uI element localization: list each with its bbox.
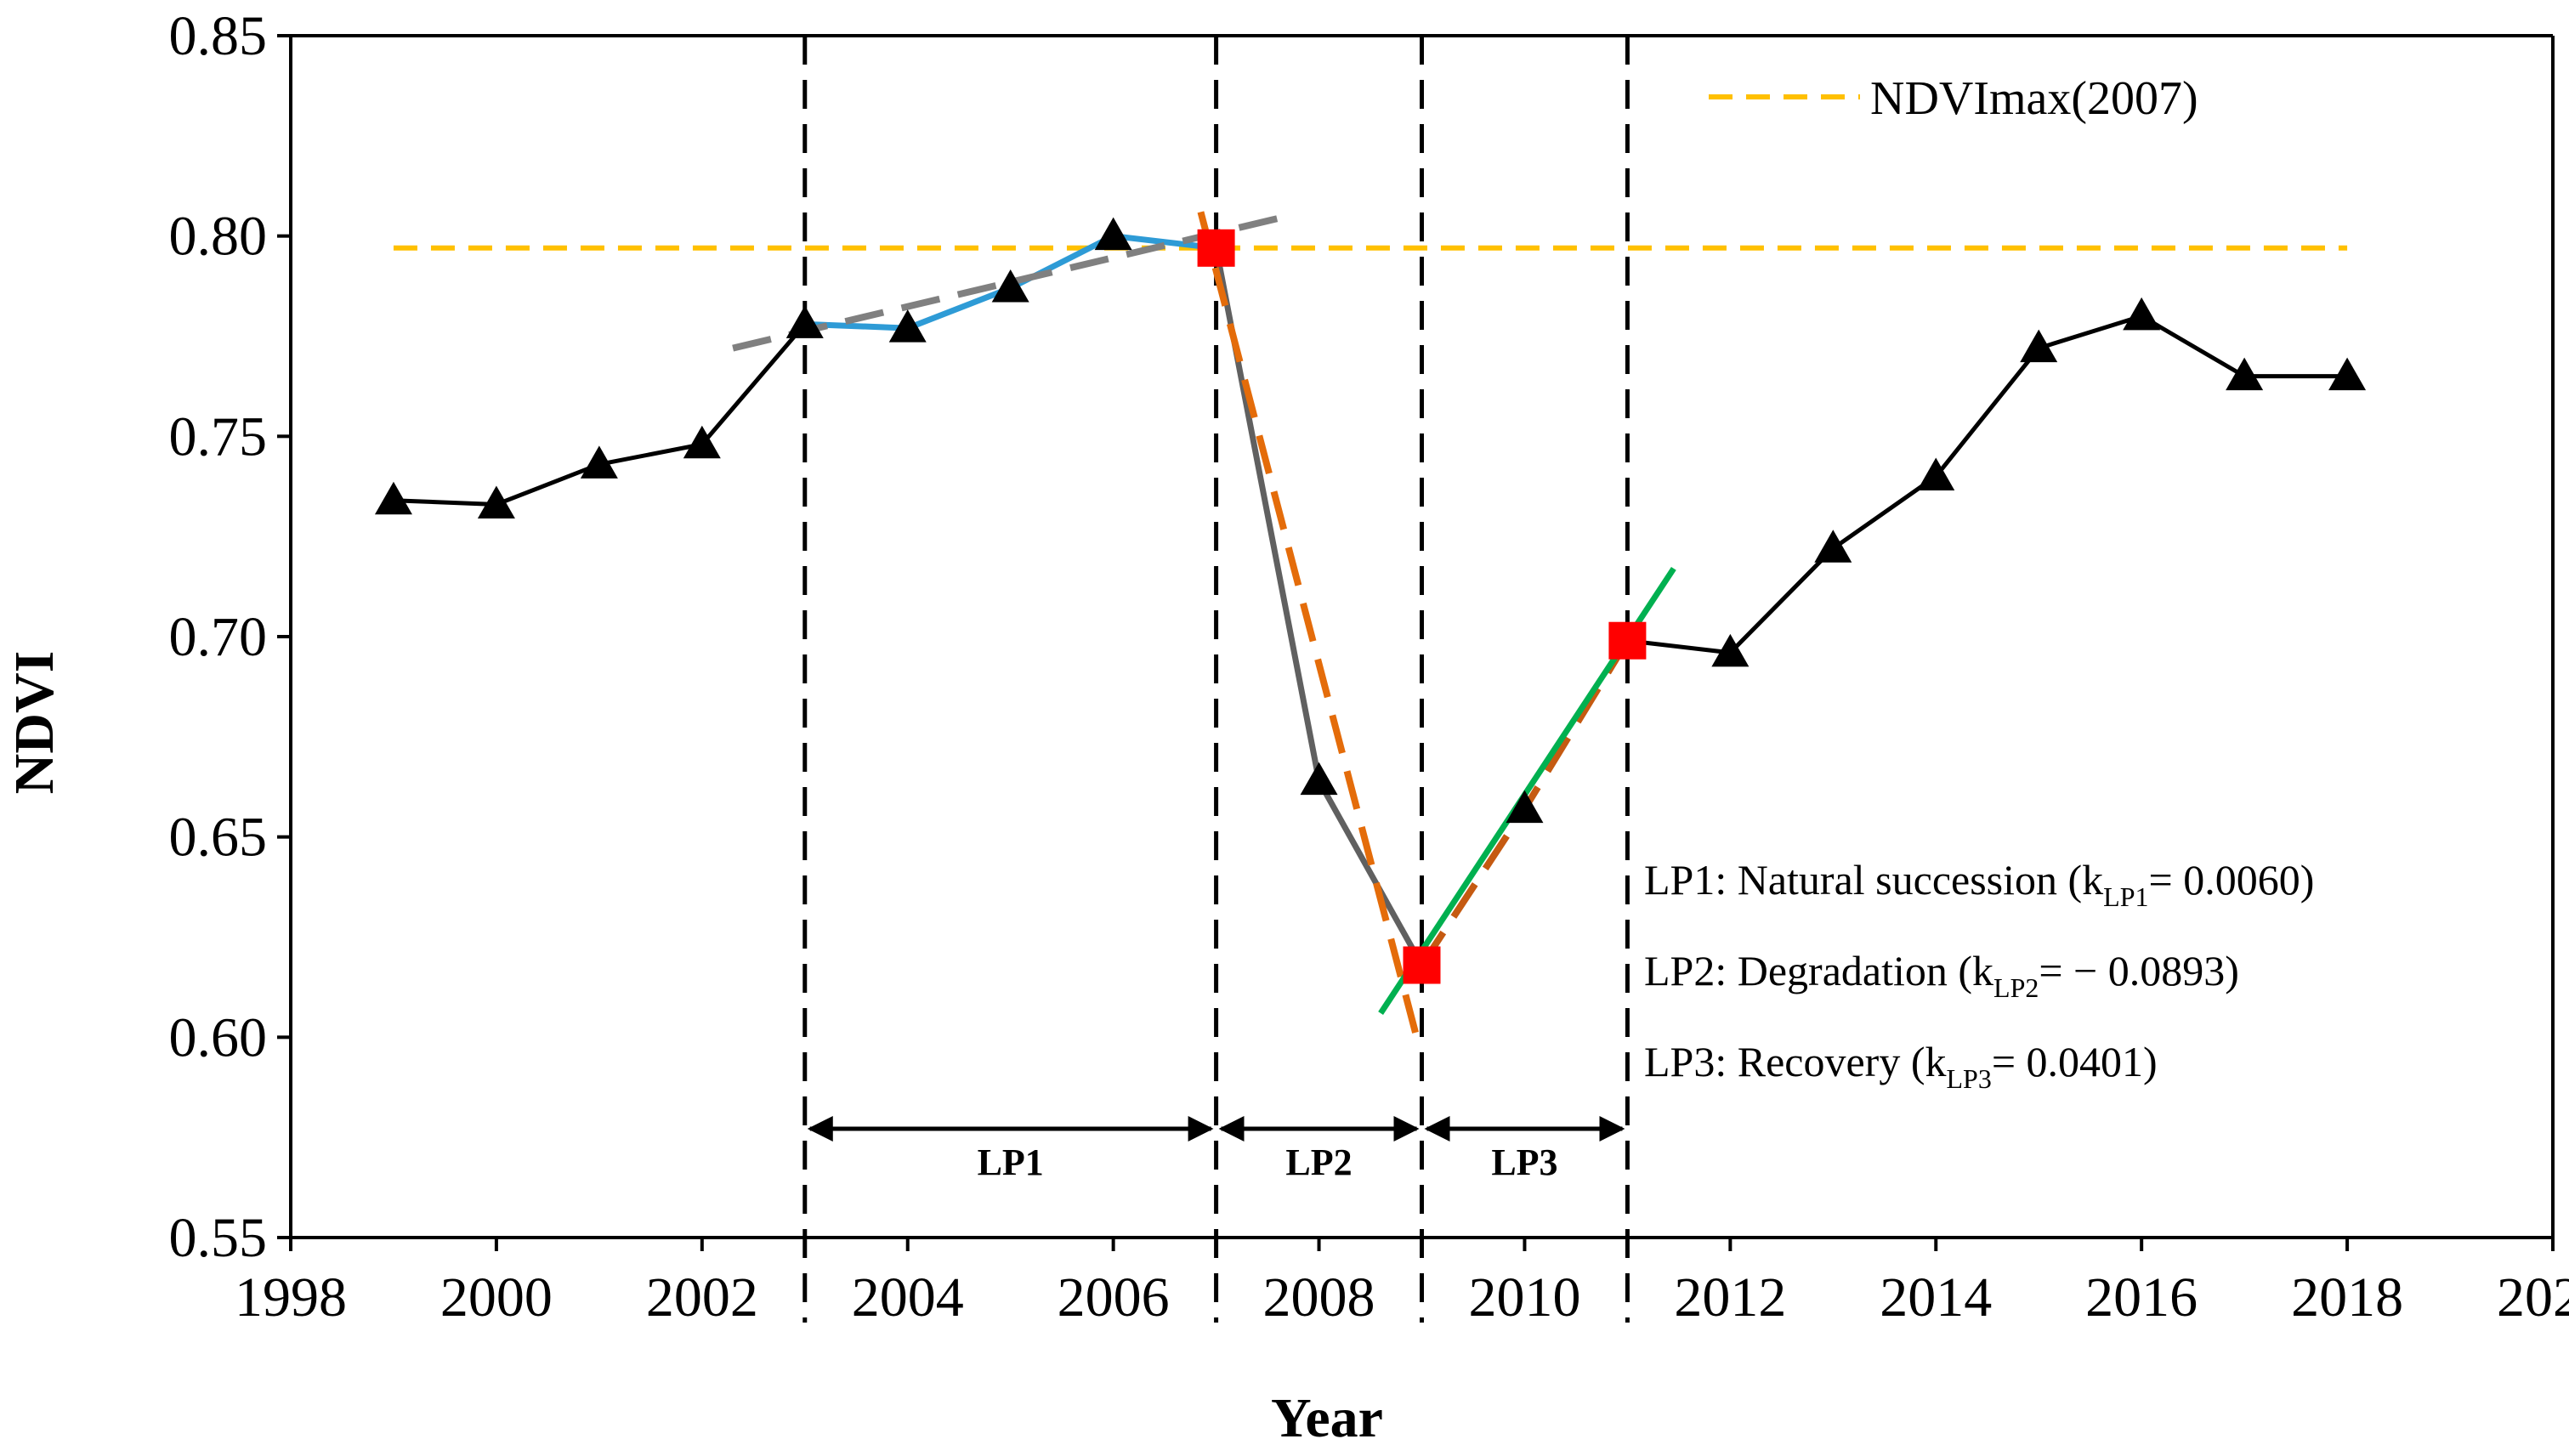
x-axis-title: Year bbox=[1271, 1387, 1383, 1449]
x-tick-label: 2012 bbox=[1674, 1266, 1786, 1329]
x-tick-label: 2006 bbox=[1058, 1266, 1170, 1329]
ndvi-point-marker bbox=[477, 485, 515, 518]
trend-line-2 bbox=[732, 212, 1290, 352]
ndvi-point-marker bbox=[991, 269, 1029, 303]
ndvi-series-line bbox=[393, 314, 2348, 655]
ndvi-point-marker bbox=[1094, 217, 1132, 251]
ndvi-point-marker bbox=[683, 425, 721, 459]
ndvi-point-marker bbox=[785, 305, 824, 338]
x-tick-label: 2014 bbox=[1880, 1266, 1992, 1329]
x-tick-label: 2000 bbox=[440, 1266, 553, 1329]
ndvi-point-marker bbox=[1300, 762, 1338, 796]
x-tick-label: 2008 bbox=[1263, 1266, 1375, 1329]
y-tick-label: 0.55 bbox=[169, 1207, 268, 1269]
period-label-lp3: LP3 bbox=[1491, 1142, 1557, 1183]
ndvi-point-marker bbox=[1814, 530, 1852, 563]
ndvi-point-marker bbox=[2328, 357, 2367, 391]
breakpoint-marker bbox=[1197, 229, 1235, 267]
ndvi-point-marker bbox=[2020, 329, 2058, 363]
y-tick-label: 0.60 bbox=[169, 1006, 268, 1068]
slope-annotation-2: LP2: Degradation (kLP2= − 0.0893) bbox=[1644, 947, 2239, 1003]
period-label-lp1: LP1 bbox=[978, 1142, 1044, 1183]
x-tick-label: 2018 bbox=[2291, 1266, 2403, 1329]
slope-annotation-1: LP1: Natural succession (kLP1= 0.0060) bbox=[1644, 856, 2314, 912]
y-axis-title: NDVI bbox=[3, 651, 65, 795]
ndvi-point-marker bbox=[2123, 297, 2161, 331]
legend-label: NDVImax(2007) bbox=[1870, 72, 2198, 125]
y-tick-label: 0.75 bbox=[169, 405, 268, 467]
trend-line-3 bbox=[1213, 247, 1425, 967]
period-label-lp2: LP2 bbox=[1285, 1142, 1352, 1183]
breakpoint-marker bbox=[1608, 621, 1647, 660]
x-tick-label: 2010 bbox=[1468, 1266, 1580, 1329]
ndvi-point-marker bbox=[1917, 457, 1955, 490]
y-tick-label: 0.80 bbox=[169, 206, 268, 268]
ndvi-point-marker bbox=[580, 445, 618, 479]
ndvi-point-marker bbox=[1711, 633, 1750, 667]
x-tick-label: 2016 bbox=[2085, 1266, 2198, 1329]
y-tick-label: 0.70 bbox=[169, 606, 268, 668]
ndvi-point-marker bbox=[374, 481, 412, 515]
breakpoint-marker bbox=[1403, 946, 1441, 984]
x-tick-label: 2004 bbox=[852, 1266, 964, 1329]
x-tick-label: 1998 bbox=[235, 1266, 347, 1329]
ndvi-point-marker bbox=[1506, 790, 1544, 824]
y-tick-label: 0.85 bbox=[169, 5, 268, 67]
x-tick-label: 2002 bbox=[646, 1266, 758, 1329]
ndvi-point-marker bbox=[888, 309, 927, 343]
y-tick-label: 0.65 bbox=[169, 807, 268, 869]
slope-annotation-3: LP3: Recovery (kLP3= 0.0401) bbox=[1644, 1038, 2158, 1094]
x-tick-label: 2020 bbox=[2497, 1266, 2569, 1329]
trend-line-4 bbox=[1197, 211, 1421, 1039]
ndvi-point-marker bbox=[2226, 357, 2264, 391]
